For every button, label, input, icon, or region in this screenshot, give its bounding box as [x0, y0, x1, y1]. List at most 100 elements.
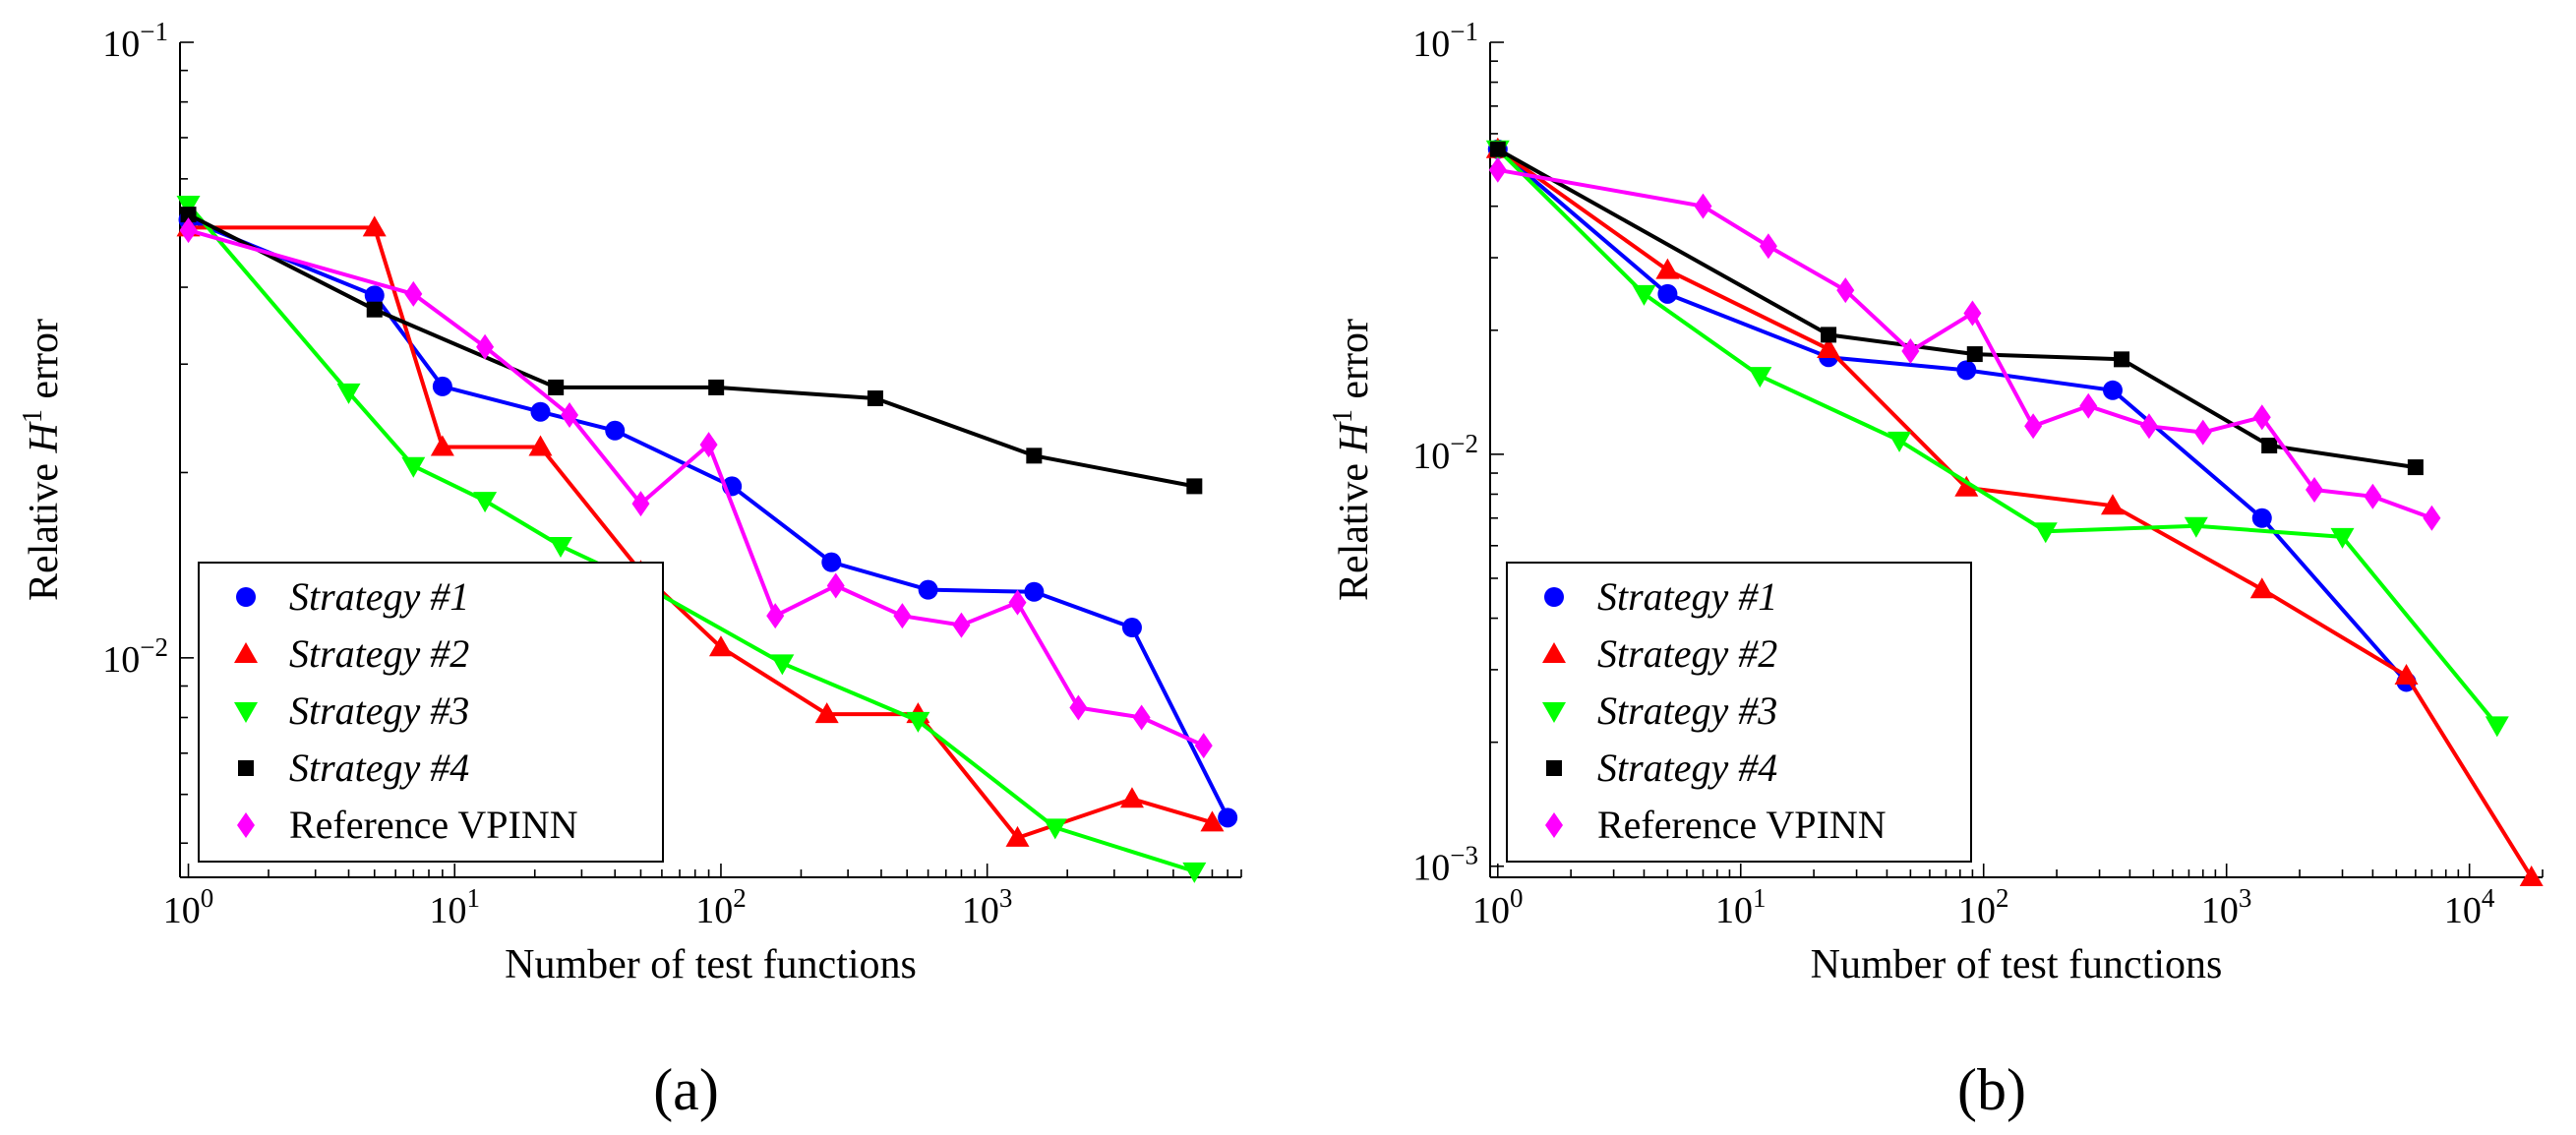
data-point-strategy-1: [1956, 360, 1977, 381]
data-point-reference-vpinn: [631, 491, 650, 517]
y-tick-label: 10−2: [102, 632, 168, 681]
data-point-reference-vpinn: [476, 333, 495, 360]
chart-panel-a: 100 101 102 103 10−2 10−1 Number of test funct…: [18, 17, 1242, 1122]
data-point-strategy-1: [1024, 581, 1045, 602]
series-strategy-1: [178, 209, 1238, 828]
data-point-strategy-3: [548, 537, 572, 559]
series-line-reference-vpinn: [1497, 167, 2433, 520]
series-line-strategy-4: [1496, 148, 2417, 470]
data-point-strategy-1: [1121, 618, 1142, 638]
y-tick-label: 10−1: [1412, 17, 1478, 65]
legend-box: [1506, 562, 1972, 863]
data-point-strategy-4: [867, 389, 883, 406]
data-point-strategy-3: [1887, 431, 1912, 452]
data-point-strategy-3: [1182, 862, 1207, 883]
data-point-strategy-1: [530, 401, 551, 422]
series-line-strategy-3: [1496, 148, 2499, 727]
data-point-strategy-2: [2519, 866, 2544, 886]
y-axis-label: Relative H1 error: [1328, 319, 1377, 601]
data-point-strategy-2: [1954, 475, 1979, 497]
legend-label: Strategy #1: [289, 574, 469, 619]
data-point-strategy-3: [176, 195, 201, 216]
data-point-reference-vpinn: [2423, 505, 2441, 531]
data-point-strategy-1: [2251, 508, 2272, 528]
x-axis-label: Number of test functions: [505, 942, 917, 987]
legend-marker-strategy-2: [234, 642, 258, 663]
x-tick-label: 103: [962, 883, 1012, 931]
data-point-reference-vpinn: [2193, 419, 2212, 446]
data-point-strategy-1: [1218, 807, 1238, 828]
data-point-strategy-4: [708, 379, 725, 395]
legend-label: Strategy #3: [1597, 688, 1777, 733]
data-point-strategy-2: [708, 635, 733, 657]
data-point-strategy-1: [918, 579, 938, 600]
x-tick-label: 100: [163, 883, 214, 931]
data-point-strategy-2: [1200, 810, 1225, 832]
data-point-strategy-2: [528, 435, 553, 456]
x-tick-label: 103: [2201, 883, 2252, 931]
data-point-strategy-3: [2184, 516, 2208, 538]
data-point-strategy-4: [2261, 437, 2278, 453]
legend-marker-strategy-2: [1542, 642, 1566, 663]
legend-marker-reference-vpinn: [1545, 812, 1563, 838]
data-point-reference-vpinn: [893, 603, 912, 629]
data-point-strategy-4: [366, 301, 383, 318]
legend-marker-strategy-4: [1546, 760, 1562, 776]
data-point-strategy-4: [1821, 327, 1837, 343]
data-point-reference-vpinn: [1963, 300, 1982, 327]
data-point-strategy-2: [2100, 494, 2125, 515]
data-point-reference-vpinn: [561, 401, 579, 428]
data-point-strategy-2: [2249, 577, 2274, 599]
y-tick-label: 10−1: [102, 17, 168, 65]
data-point-strategy-2: [430, 435, 454, 456]
legend-label: Strategy #2: [1597, 631, 1777, 676]
series-strategy-3: [1485, 140, 2509, 738]
data-point-strategy-4: [1489, 141, 1506, 157]
data-point-strategy-3: [473, 492, 498, 513]
data-point-reference-vpinn: [1194, 733, 1213, 759]
data-point-reference-vpinn: [1069, 694, 1088, 721]
data-point-strategy-1: [2102, 380, 2123, 400]
x-axis-label: Number of test functions: [1811, 942, 2223, 987]
data-point-strategy-2: [1655, 258, 1680, 279]
series-reference-vpinn: [179, 217, 1213, 759]
data-point-strategy-4: [2114, 351, 2130, 368]
legend-marker-strategy-1: [236, 587, 256, 607]
series-line-reference-vpinn: [187, 228, 1205, 747]
x-tick-label: 100: [1472, 883, 1524, 931]
data-point-strategy-2: [1817, 336, 1841, 358]
legend-label: Strategy #4: [289, 746, 469, 790]
data-point-strategy-4: [1026, 448, 1043, 464]
data-point-strategy-2: [814, 702, 839, 724]
x-tick-label: 101: [1715, 883, 1767, 931]
x-tick-label: 101: [429, 883, 480, 931]
data-point-reference-vpinn: [1694, 193, 1712, 219]
chart-panel-b: 100 101 102 103 104 10−3 10−2 10−1 Number of tes…: [1328, 17, 2544, 1122]
legend-label: Strategy #3: [289, 688, 469, 733]
data-point-strategy-2: [1119, 787, 1144, 808]
series-line-strategy-4: [187, 212, 1195, 489]
data-point-strategy-1: [364, 285, 385, 306]
data-point-strategy-1: [821, 552, 842, 572]
data-point-strategy-4: [180, 207, 197, 223]
data-point-strategy-4: [1966, 346, 1983, 363]
data-point-reference-vpinn: [1836, 277, 1855, 304]
data-point-reference-vpinn: [404, 280, 423, 307]
data-point-reference-vpinn: [699, 432, 718, 458]
data-point-reference-vpinn: [826, 572, 845, 599]
data-point-reference-vpinn: [1132, 704, 1151, 731]
data-point-strategy-2: [1005, 825, 1030, 847]
data-point-reference-vpinn: [2306, 476, 2324, 503]
data-point-strategy-1: [605, 420, 626, 441]
data-point-strategy-3: [906, 711, 930, 733]
panel-label: (b): [1957, 1057, 2026, 1122]
data-point-reference-vpinn: [952, 612, 971, 638]
data-point-strategy-1: [1657, 283, 1678, 304]
x-tick-label: 102: [1958, 883, 2009, 931]
series-reference-vpinn: [1488, 156, 2441, 531]
legend: Strategy #1 Strategy #2 Strategy #3 Strateg…: [198, 562, 664, 863]
data-point-reference-vpinn: [179, 217, 198, 244]
legend-label: Strategy #1: [1597, 574, 1777, 619]
y-tick-label: 10−3: [1412, 841, 1478, 889]
